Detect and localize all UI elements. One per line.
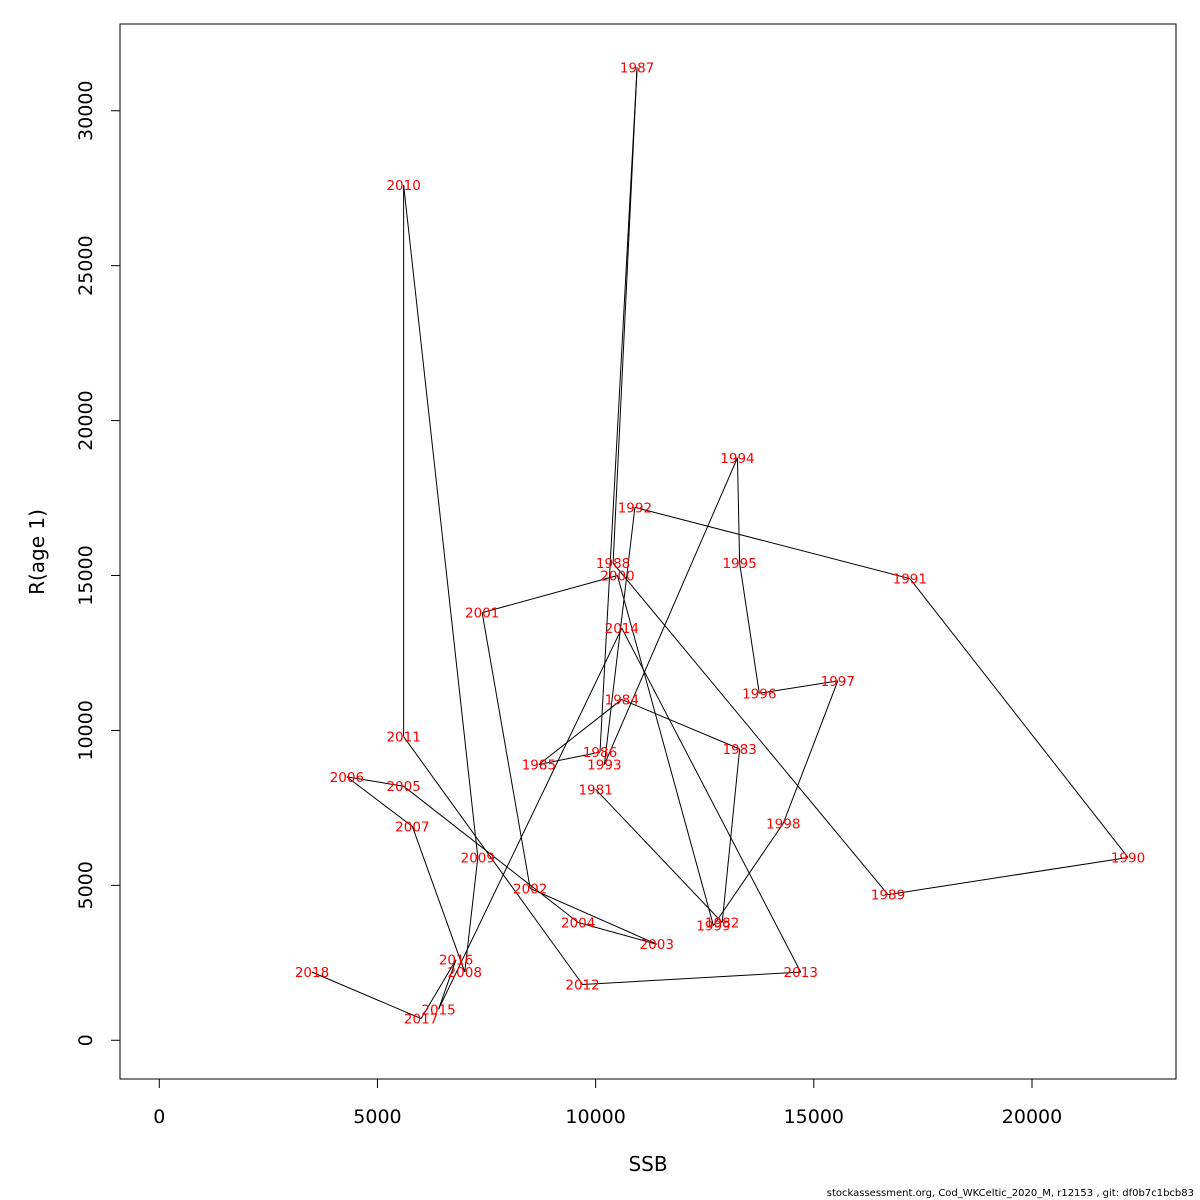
series-segment bbox=[411, 826, 466, 973]
series-segment bbox=[538, 751, 601, 766]
point-label-1991: 1991 bbox=[893, 572, 927, 588]
point-label-1982: 1982 bbox=[705, 916, 739, 932]
series-segment bbox=[420, 959, 457, 1019]
series-segment bbox=[909, 578, 1129, 858]
series-segment bbox=[346, 776, 413, 827]
x-tick-label: 15000 bbox=[784, 1106, 844, 1128]
series-segment bbox=[621, 627, 802, 973]
point-label-1997: 1997 bbox=[821, 674, 855, 690]
series-segment bbox=[599, 67, 638, 753]
point-label-2001: 2001 bbox=[465, 606, 499, 622]
series-segment bbox=[736, 457, 741, 564]
series-segment bbox=[782, 680, 839, 824]
series-segment bbox=[603, 457, 738, 765]
point-label-2018: 2018 bbox=[295, 965, 329, 981]
point-label-2011: 2011 bbox=[386, 730, 420, 746]
point-label-1998: 1998 bbox=[766, 816, 800, 832]
series-segment bbox=[713, 823, 784, 926]
series-segment bbox=[634, 506, 910, 580]
y-tick-label: 5000 bbox=[75, 861, 97, 909]
point-label-1994: 1994 bbox=[720, 451, 754, 467]
point-label-1987: 1987 bbox=[620, 60, 654, 76]
point-label-2003: 2003 bbox=[640, 937, 674, 953]
point-label-1996: 1996 bbox=[742, 686, 776, 702]
point-label-2006: 2006 bbox=[330, 770, 364, 786]
point-label-1984: 1984 bbox=[605, 692, 639, 708]
plot-frame bbox=[119, 23, 1177, 1080]
series-segment bbox=[612, 67, 638, 564]
point-label-2005: 2005 bbox=[386, 779, 420, 795]
y-tick-label: 15000 bbox=[75, 545, 97, 605]
y-axis-title: R(age 1) bbox=[25, 509, 49, 595]
series-segment bbox=[346, 776, 404, 787]
point-label-2015: 2015 bbox=[421, 1002, 455, 1018]
point-label-2017: 2017 bbox=[404, 1012, 438, 1028]
point-label-1989: 1989 bbox=[871, 888, 905, 904]
series-segment bbox=[578, 922, 657, 945]
series-segment bbox=[603, 507, 636, 765]
series-segment bbox=[612, 562, 889, 895]
series-segment bbox=[538, 699, 623, 765]
point-label-1988: 1988 bbox=[596, 556, 630, 572]
series-segment bbox=[621, 698, 740, 750]
point-label-1990: 1990 bbox=[1111, 850, 1145, 866]
point-label-2008: 2008 bbox=[448, 965, 482, 981]
y-tick-label: 20000 bbox=[75, 390, 97, 450]
point-label-2002: 2002 bbox=[513, 881, 547, 897]
point-label-1999: 1999 bbox=[696, 919, 730, 935]
point-label-1983: 1983 bbox=[722, 742, 756, 758]
y-tick-label: 30000 bbox=[75, 81, 97, 141]
series-line bbox=[311, 67, 1129, 1020]
x-tick-label: 20000 bbox=[1002, 1106, 1062, 1128]
point-label-1992: 1992 bbox=[618, 500, 652, 516]
y-tick-label: 10000 bbox=[75, 700, 97, 760]
series-segment bbox=[595, 788, 723, 923]
point-label-1993: 1993 bbox=[587, 758, 621, 774]
point-label-1995: 1995 bbox=[722, 556, 756, 572]
y-tick-label: 25000 bbox=[75, 235, 97, 295]
x-axis-title: SSB bbox=[628, 1152, 667, 1176]
footer-note: stockassessment.org, Cod_WKCeltic_2020_M… bbox=[826, 1188, 1194, 1199]
series-segment bbox=[887, 856, 1129, 896]
series-segment bbox=[403, 736, 583, 985]
series-segment bbox=[311, 971, 422, 1020]
series-segment bbox=[403, 785, 579, 923]
point-label-2010: 2010 bbox=[386, 178, 420, 194]
point-label-1985: 1985 bbox=[522, 758, 556, 774]
series-segment bbox=[403, 185, 479, 858]
series-segment bbox=[759, 680, 838, 694]
series-segment bbox=[481, 612, 531, 889]
point-label-2004: 2004 bbox=[561, 916, 595, 932]
x-tick-label: 0 bbox=[153, 1106, 165, 1128]
x-axis: 0 5000 10000 15000 20000 bbox=[153, 1078, 1062, 1128]
point-label-2000: 2000 bbox=[600, 569, 634, 585]
point-label-2012: 2012 bbox=[565, 977, 599, 993]
point-label-2016: 2016 bbox=[439, 953, 473, 969]
y-axis: 0 5000 10000 15000 20000 25000 30000 bbox=[75, 81, 121, 1046]
y-tick-label: 0 bbox=[75, 1034, 97, 1046]
point-label-2007: 2007 bbox=[395, 819, 429, 835]
series-segment bbox=[482, 575, 618, 614]
series-segment bbox=[739, 563, 760, 694]
point-label-2009: 2009 bbox=[461, 850, 495, 866]
series-segment bbox=[438, 959, 457, 1010]
point-labels: 1981 1982 1983 1984 1985 1986 1987 1988 1989 1990… bbox=[295, 60, 1145, 1027]
x-tick-label: 5000 bbox=[353, 1106, 401, 1128]
point-label-2013: 2013 bbox=[784, 965, 818, 981]
series-segment bbox=[616, 575, 714, 926]
point-label-1986: 1986 bbox=[583, 745, 617, 761]
series-segment bbox=[721, 748, 741, 923]
series-segment bbox=[464, 857, 479, 973]
series-segment bbox=[438, 627, 623, 1010]
x-tick-label: 10000 bbox=[565, 1106, 625, 1128]
series-segment bbox=[529, 887, 657, 945]
series-segment bbox=[582, 971, 801, 985]
point-label-1981: 1981 bbox=[578, 782, 612, 798]
point-label-2014: 2014 bbox=[605, 621, 639, 637]
